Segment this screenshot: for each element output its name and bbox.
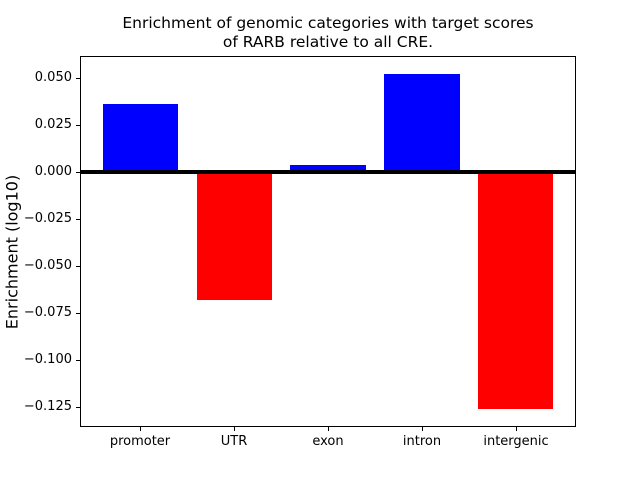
chart-title-line-2: of RARB relative to all CRE. [222,33,434,51]
y-tick-mark [76,78,80,79]
x-tick-label-UTR: UTR [220,434,248,449]
y-tick-mark [76,313,80,314]
x-tick-label-exon: exon [312,434,344,449]
x-tick-mark [234,427,235,431]
y-tick-mark [76,125,80,126]
y-tick-label-−0.050: −0.050 [23,258,72,273]
x-tick-mark [422,427,423,431]
y-tick-label-−0.075: −0.075 [23,305,72,320]
bar-intron [384,74,460,172]
y-tick-label-−0.125: −0.125 [23,399,72,414]
y-tick-mark [76,360,80,361]
y-tick-mark [76,172,80,173]
chart-title: Enrichment of genomic categories with ta… [80,14,576,52]
y-tick-mark [76,219,80,220]
plot-area [80,56,576,427]
x-tick-mark [140,427,141,431]
bar-UTR [196,172,272,300]
x-tick-mark [328,427,329,431]
y-tick-label-0.025: 0.025 [34,117,72,132]
chart-title-line-1: Enrichment of genomic categories with ta… [122,14,534,32]
x-tick-label-intergenic: intergenic [483,434,549,449]
x-tick-mark [516,427,517,431]
bar-exon [290,164,366,172]
y-tick-mark [76,266,80,267]
bar-intergenic [478,172,554,409]
y-tick-label-0.000: 0.000 [34,164,72,179]
y-tick-label-0.050: 0.050 [34,70,72,85]
y-tick-label-−0.025: −0.025 [23,211,72,226]
bar-promoter [102,104,178,172]
x-tick-label-promoter: promoter [109,434,171,449]
y-tick-mark [76,407,80,408]
zero-line [80,170,576,174]
y-tick-label-−0.100: −0.100 [23,352,72,367]
x-tick-label-intron: intron [402,434,442,449]
